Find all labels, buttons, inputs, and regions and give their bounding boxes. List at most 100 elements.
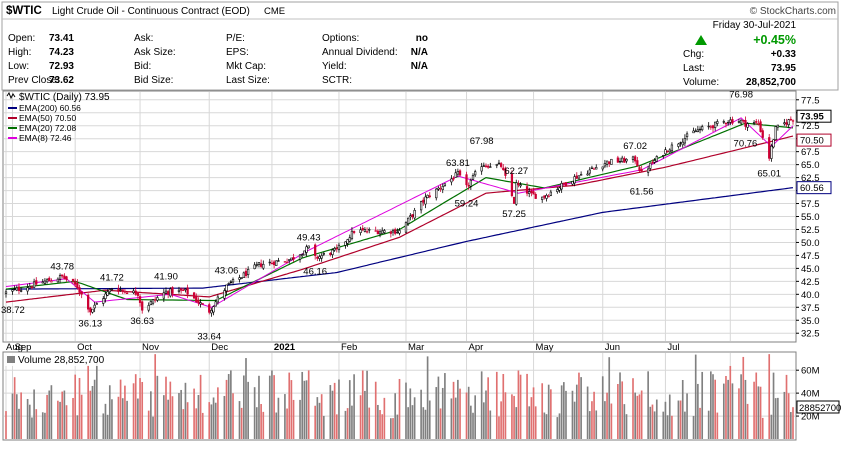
- candle-body: [223, 290, 226, 299]
- candle-body: [727, 121, 730, 124]
- volume-bar: [20, 392, 22, 439]
- candle-body: [169, 288, 172, 297]
- volume-bar: [89, 390, 92, 439]
- price-annotation: 67.02: [623, 141, 647, 152]
- y-tick-label: 50.0: [801, 238, 820, 249]
- candle-body: [471, 175, 475, 180]
- volume-bar: [126, 400, 128, 439]
- candle-body: [707, 125, 710, 128]
- candle-body: [123, 291, 127, 293]
- volume-tick-label: 40M: [801, 389, 820, 400]
- volume-bar: [547, 384, 550, 439]
- volume-bar: [515, 407, 518, 439]
- volume-bar: [511, 394, 513, 439]
- candle-body: [242, 272, 245, 278]
- candle-body: [755, 121, 758, 123]
- candle-body: [603, 163, 607, 167]
- volume-bar: [31, 417, 33, 439]
- volume-bar: [314, 405, 317, 439]
- yield-value: N/A: [411, 61, 428, 72]
- volume-bar: [753, 381, 755, 439]
- candle-body: [677, 143, 680, 147]
- candle-body: [396, 231, 399, 234]
- candle-body: [428, 195, 431, 198]
- candle-body: [701, 126, 704, 131]
- price-candles: [4, 116, 795, 317]
- candle-body: [344, 241, 347, 246]
- x-tick-label: May: [536, 342, 554, 353]
- volume-bar: [124, 385, 126, 439]
- low-label: Low:: [8, 61, 29, 72]
- candle-body: [93, 304, 96, 309]
- candle-body: [45, 279, 49, 283]
- volume-bar: [260, 404, 262, 439]
- volume-bar: [487, 377, 489, 439]
- candle-body: [696, 129, 699, 132]
- header-frame: [1, 1, 839, 91]
- volume-bar: [268, 375, 271, 439]
- volume-bar: [420, 389, 422, 439]
- volume-bar: [225, 379, 228, 439]
- volume-bar: [787, 393, 790, 439]
- candle-body: [480, 166, 483, 172]
- volume-bar: [649, 406, 652, 439]
- volume-bar: [108, 385, 111, 439]
- volume-bar: [139, 378, 141, 439]
- y-tick-label: 77.5: [801, 95, 820, 106]
- candle-body: [404, 222, 408, 233]
- candle-body: [731, 119, 734, 124]
- candle-body: [519, 184, 522, 187]
- x-tick-label: 2021: [274, 342, 296, 353]
- price-tag-label: 73.95: [800, 112, 824, 123]
- volume-bar: [411, 405, 414, 439]
- candle-body: [685, 133, 689, 138]
- volume-bar: [495, 371, 498, 439]
- volume-bar: [91, 386, 94, 439]
- candle-body: [716, 121, 719, 124]
- volume-bar: [201, 412, 204, 439]
- candle-body: [292, 256, 295, 260]
- volume-bar: [147, 410, 150, 439]
- volume-swatch-icon: [7, 356, 15, 363]
- volume-bar: [35, 409, 38, 439]
- volume-bar: [725, 375, 727, 439]
- volume-bar: [26, 398, 29, 439]
- candle-body: [456, 171, 460, 175]
- candle-body: [534, 193, 537, 199]
- candle-body: [655, 156, 658, 162]
- candle-body: [398, 230, 401, 234]
- volume-bar: [217, 387, 219, 439]
- annual-dividend-label: Annual Dividend:: [322, 47, 398, 58]
- candle-body: [592, 167, 596, 170]
- y-tick-label: 65.0: [801, 160, 820, 171]
- candle-body: [744, 119, 747, 127]
- candle-body: [376, 230, 380, 235]
- volume-bar: [668, 394, 671, 439]
- candle-body: [229, 281, 232, 283]
- volume-bar: [364, 390, 366, 439]
- exchange: CME: [264, 6, 285, 17]
- candle-body: [558, 187, 561, 191]
- volume-bar: [178, 393, 180, 439]
- volume-bar: [757, 386, 760, 439]
- volume-bar: [361, 370, 364, 439]
- volume-bar: [258, 375, 260, 439]
- volume-bar: [729, 365, 732, 439]
- volume-bar: [593, 391, 595, 439]
- open-value: 73.41: [49, 33, 74, 44]
- volume-bar: [526, 373, 528, 439]
- volume-bar: [424, 409, 427, 439]
- candle-body: [579, 174, 583, 176]
- last-label: Last:: [683, 63, 705, 74]
- volume-bar: [586, 386, 589, 439]
- volume-bar: [262, 411, 265, 439]
- volume-bar: [292, 399, 295, 439]
- candle-body: [277, 260, 280, 262]
- candle-body: [359, 229, 362, 233]
- candle-body: [636, 160, 639, 167]
- candle-body: [543, 195, 546, 198]
- candle-body: [270, 262, 274, 265]
- candle-body: [253, 264, 256, 270]
- x-tick-label: Jun: [605, 342, 620, 353]
